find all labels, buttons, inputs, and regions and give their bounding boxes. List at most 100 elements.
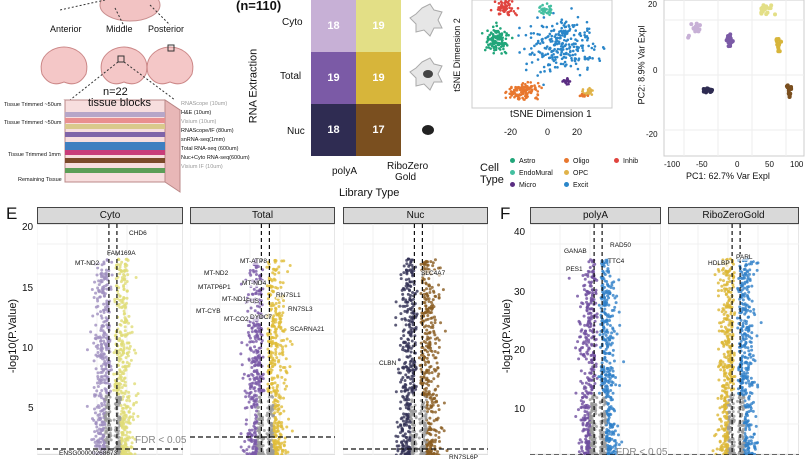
volcano-point	[254, 431, 257, 434]
trim-label: Tissue Trimmed ~50um	[4, 120, 61, 126]
volcano-point	[253, 288, 256, 291]
volcano-point	[585, 294, 588, 297]
volcano-point	[416, 290, 419, 293]
volcano-point	[609, 343, 612, 346]
volcano-point	[122, 301, 125, 304]
tsne-point	[549, 68, 552, 71]
volcano-point	[271, 376, 274, 379]
volcano-point	[584, 342, 587, 345]
volcano-point	[593, 298, 596, 301]
volcano-point	[265, 266, 268, 269]
volcano-point	[404, 390, 407, 393]
tsne-point	[579, 32, 582, 35]
volcano-point	[438, 296, 441, 299]
volcano-point	[135, 276, 138, 279]
tsne-point	[495, 25, 498, 28]
volcano-point	[716, 447, 719, 450]
volcano-point	[411, 400, 414, 403]
volcano-point	[432, 290, 435, 293]
volcano-point	[728, 298, 731, 301]
volcano-point	[620, 441, 623, 444]
volcano-point	[281, 442, 284, 445]
volcano-point	[272, 386, 275, 389]
volcano-point	[249, 439, 252, 442]
volcano-point	[256, 290, 259, 293]
tsne-point	[566, 31, 569, 34]
volcano-point	[252, 374, 255, 377]
volcano-point	[606, 315, 609, 318]
volcano-point	[428, 372, 431, 375]
volcano-point	[98, 428, 101, 431]
volcano-point	[750, 285, 753, 288]
volcano-point	[410, 410, 413, 413]
volcano-point	[421, 403, 424, 406]
legend-swatch	[510, 170, 515, 175]
tsne-point	[533, 53, 536, 56]
tissue-layer	[65, 132, 165, 137]
tsne-point	[551, 50, 554, 53]
volcano-point	[424, 304, 427, 307]
tsne-point	[553, 29, 556, 32]
volcano-point	[253, 369, 256, 372]
volcano-point	[434, 429, 437, 432]
volcano-point	[439, 321, 442, 324]
volcano-point	[244, 407, 247, 410]
volcano-point	[612, 408, 615, 411]
volcano-point	[283, 444, 286, 447]
volcano-point	[590, 392, 593, 395]
volcano-point	[596, 316, 599, 319]
volcano-point	[95, 345, 98, 348]
volcano-point	[132, 403, 135, 406]
volcano-point	[273, 429, 276, 432]
volcano-point	[103, 295, 106, 298]
volcano-point	[275, 388, 278, 391]
volcano-point	[97, 289, 100, 292]
volcano-point	[266, 387, 269, 390]
volcano-point	[408, 324, 411, 327]
legend-swatch	[614, 158, 619, 163]
volcano-point	[124, 263, 127, 266]
volcano-point	[396, 449, 399, 452]
volcano-point	[399, 381, 402, 384]
volcano-point	[407, 278, 410, 281]
volcano-point	[94, 337, 97, 340]
volcano-point	[426, 439, 429, 442]
tsne-point	[486, 29, 489, 32]
volcano-point	[429, 433, 432, 436]
volcano-point	[245, 423, 248, 426]
volcano-point	[611, 281, 614, 284]
volcano-point	[727, 277, 730, 280]
layer-label: H&E (10um)	[181, 110, 211, 116]
tsne-point	[502, 5, 505, 8]
gene-label: MTATP6P1	[198, 284, 231, 291]
volcano-point	[274, 439, 277, 442]
volcano-point	[397, 368, 400, 371]
volcano-point	[412, 312, 415, 315]
volcano-point	[404, 448, 407, 451]
heatmap-cell: 18	[311, 104, 356, 156]
volcano-point	[580, 441, 583, 444]
volcano-point	[105, 371, 108, 374]
volcano-point	[279, 318, 282, 321]
volcano-point	[431, 286, 434, 289]
volcano-point	[415, 366, 418, 369]
volcano-point	[611, 374, 614, 377]
volcano-point	[98, 444, 101, 447]
volcano-point	[254, 364, 257, 367]
tsne-point	[492, 26, 495, 29]
volcano-point	[728, 280, 731, 283]
tsne-point	[560, 27, 563, 30]
volcano-point	[598, 392, 601, 395]
volcano-point	[256, 305, 259, 308]
heatmap-cell: 19	[356, 52, 401, 104]
volcano-point	[590, 444, 593, 447]
volcano-point	[126, 352, 129, 355]
facet-strip: Nuc	[343, 207, 488, 224]
volcano-point	[291, 343, 294, 346]
volcano-point	[119, 330, 122, 333]
volcano-point	[405, 323, 408, 326]
volcano-point	[611, 314, 614, 317]
tsne-point	[588, 31, 591, 34]
tsne-point	[567, 53, 570, 56]
